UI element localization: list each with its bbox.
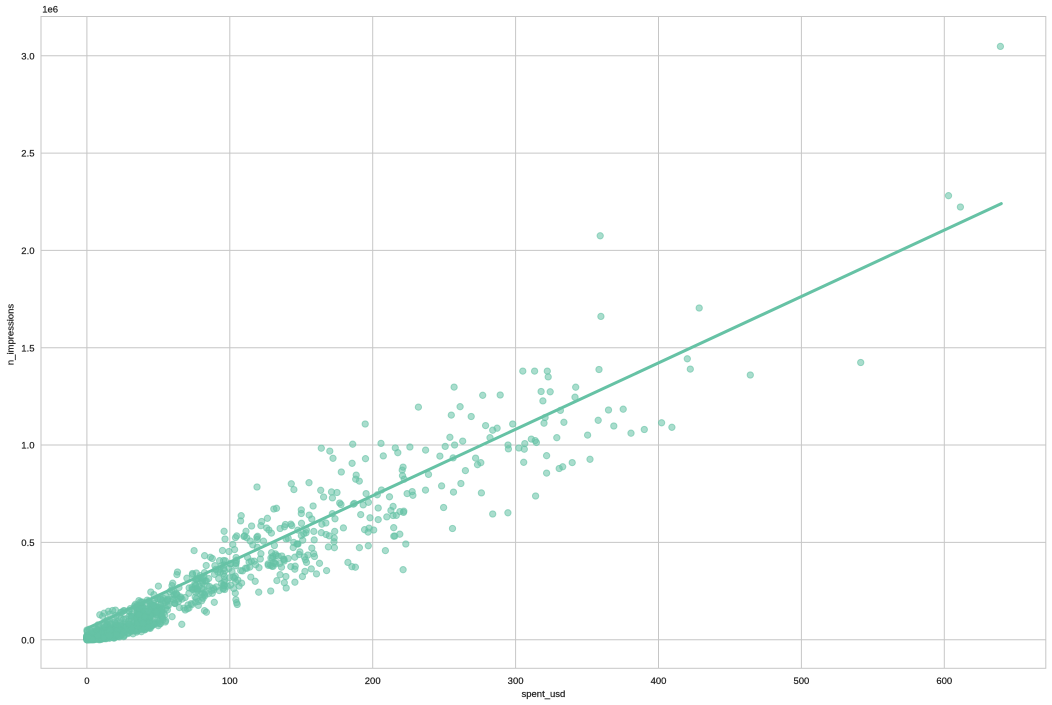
svg-text:0: 0 bbox=[84, 676, 89, 687]
svg-text:spent_usd: spent_usd bbox=[521, 689, 565, 700]
svg-text:300: 300 bbox=[508, 676, 524, 687]
svg-text:0.0: 0.0 bbox=[21, 635, 34, 646]
svg-text:2.0: 2.0 bbox=[21, 246, 34, 257]
svg-text:1.5: 1.5 bbox=[21, 343, 34, 354]
svg-text:0.5: 0.5 bbox=[21, 538, 34, 549]
svg-text:500: 500 bbox=[793, 676, 809, 687]
svg-text:600: 600 bbox=[936, 676, 952, 687]
svg-text:1.0: 1.0 bbox=[21, 441, 34, 452]
svg-text:2.5: 2.5 bbox=[21, 149, 34, 160]
svg-text:400: 400 bbox=[651, 676, 667, 687]
svg-text:3.0: 3.0 bbox=[21, 51, 34, 62]
svg-text:1e6: 1e6 bbox=[42, 5, 58, 16]
svg-text:n_impressions: n_impressions bbox=[6, 304, 17, 365]
svg-text:200: 200 bbox=[365, 676, 381, 687]
svg-text:100: 100 bbox=[222, 676, 238, 687]
